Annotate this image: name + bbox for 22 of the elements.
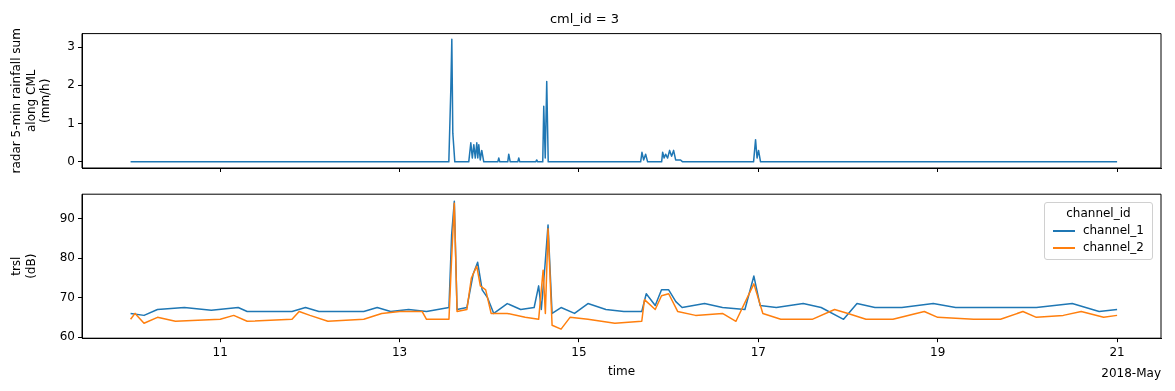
x-tick-label: 11: [212, 344, 228, 359]
x-tick-label: 13: [391, 344, 408, 359]
y-tick-label: 2: [67, 77, 75, 92]
legend-label: channel_2: [1082, 239, 1144, 257]
y-axis-title: trsl (dB): [9, 253, 38, 279]
x-tick-label: 19: [930, 344, 946, 359]
y-tick-label: 0: [67, 154, 75, 168]
x-tick-label: 21: [1109, 344, 1125, 359]
y-axis-title: radar 5-min rainfall sum along CML (mm/h): [9, 28, 53, 174]
y-tick-label: 80: [59, 250, 75, 265]
x-tick-label: 15: [571, 344, 587, 359]
x-axis-title: time: [607, 363, 636, 378]
y-tick-label: 60: [59, 329, 75, 344]
text: 2018-May: [1101, 366, 1161, 381]
y-tick-label: 1: [67, 115, 75, 130]
y-tick-label: 70: [59, 289, 75, 304]
y-tick-label: 90: [59, 211, 75, 226]
chart-title: cml_id = 3: [549, 11, 620, 27]
y-tick-label: 3: [67, 39, 75, 54]
legend-title: channel_id: [1065, 206, 1132, 221]
legend-label: channel_1: [1082, 222, 1144, 240]
x-tick-label: 17: [750, 344, 766, 359]
